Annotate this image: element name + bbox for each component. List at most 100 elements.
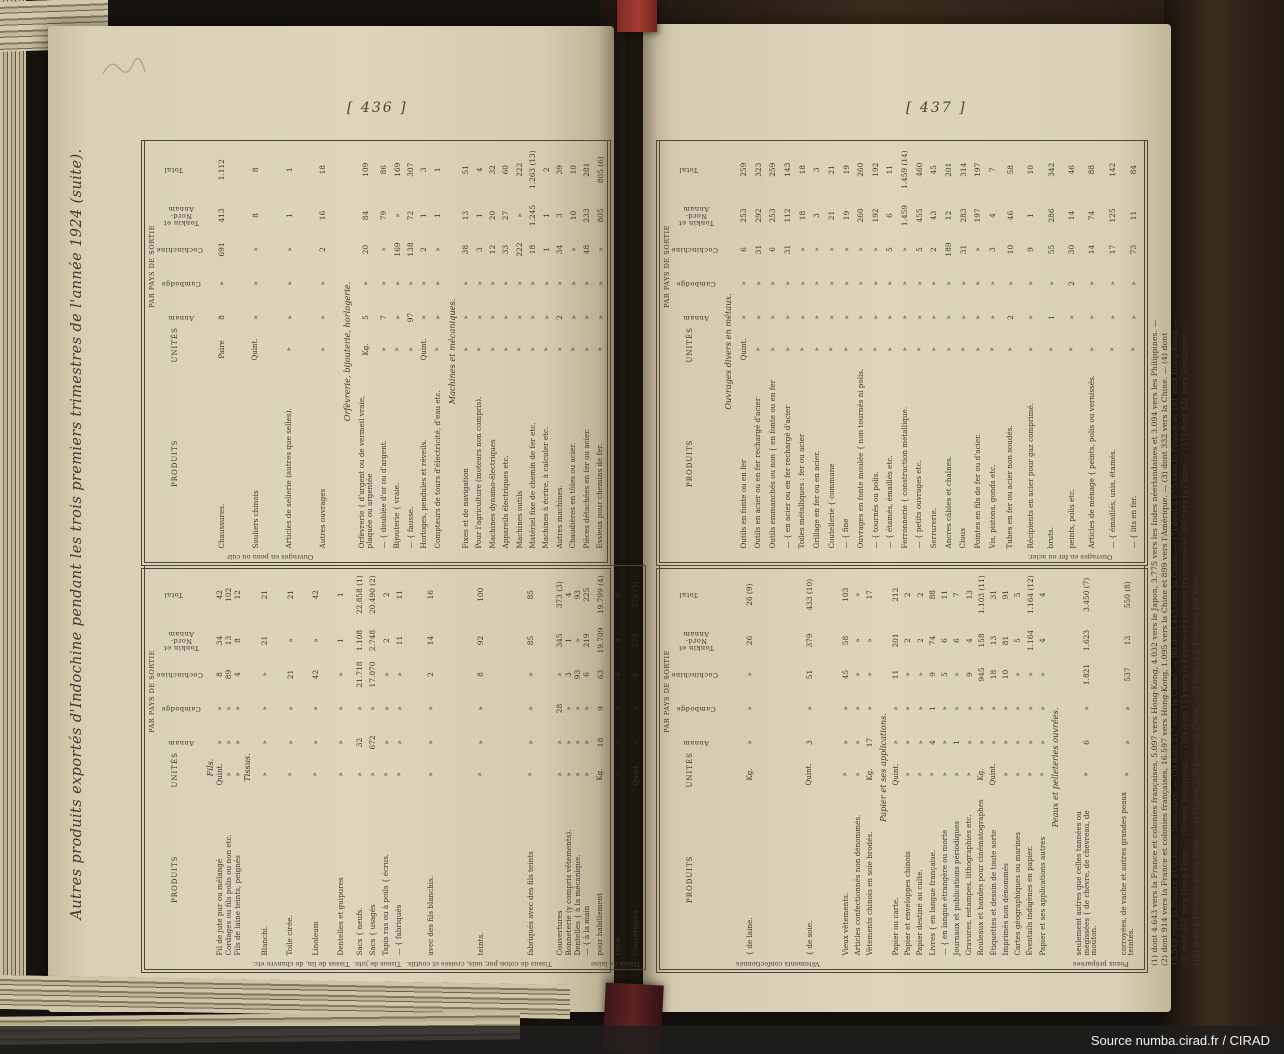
product-cell: Ancres câbles et chaînes. <box>943 456 953 549</box>
value-cell: 18 <box>528 244 538 255</box>
product-cell: Tubes en fer ou acier non soudés. <box>1005 425 1015 549</box>
product-cell: Dentelles { à la mécanique. <box>573 854 583 956</box>
value-cell: » <box>812 315 822 320</box>
value-cell: » <box>929 315 939 320</box>
section-label: Papier et ses applications. <box>877 713 888 822</box>
value-cell: » <box>952 706 962 711</box>
unit-cell: » <box>1026 772 1035 777</box>
page-number-left: [ 436 ] <box>347 100 408 116</box>
table-row: — { petits ouvrages etc. » » » 5 455 460 <box>912 140 927 562</box>
value-cell: 233 <box>582 208 592 223</box>
table-row: peints, polis etc. » » 2 30 14 46 <box>1061 140 1081 562</box>
value-cell: » <box>461 315 471 320</box>
col-tonkin: Tonkin et Nord-Annam <box>678 630 714 652</box>
unit-cell: Quint. <box>805 763 814 786</box>
unit-cell: » <box>944 347 953 352</box>
value-cell: 1 <box>927 706 937 711</box>
value-cell: 39 <box>555 165 565 175</box>
group-label: Tissus de coton pur, unis, croisés et co… <box>405 960 552 968</box>
value-cell: » <box>1013 672 1023 677</box>
value-cell: » <box>841 315 851 320</box>
value-cell: 21 <box>826 165 836 175</box>
table-row: Essieux pour chemins de fer. » » » » 805 805 (… <box>593 140 607 562</box>
unit-cell: » <box>916 772 925 777</box>
group-label <box>809 551 824 563</box>
group-label <box>926 958 938 970</box>
value-cell: 13 <box>224 635 233 646</box>
value-cell: » <box>595 281 605 286</box>
product-cell: Récipients en acier pour gaz comprimé. <box>1025 403 1035 549</box>
table-body: Ouvrages divers en métaux. Outils en font… <box>720 140 1145 562</box>
unit-cell: » <box>260 772 269 777</box>
value-cell: » <box>381 706 391 711</box>
value-cell: 2.748 <box>368 629 378 652</box>
value-cell: » <box>964 706 974 711</box>
col-produits: PRODUITS <box>686 855 694 903</box>
value-cell: » <box>973 247 983 252</box>
table-row: — { fausse. » 97 » 138 72 307 <box>404 140 417 562</box>
product-cell: Papier et enveloppes chinois <box>903 851 913 956</box>
value-cell: 253 <box>739 208 749 223</box>
value-cell: » <box>573 740 583 745</box>
value-cell: » <box>900 281 910 286</box>
value-cell: » <box>555 281 565 286</box>
value-cell: 63 <box>595 669 605 680</box>
product-cell: — { émaillés, unis, étamés. <box>1107 449 1117 549</box>
value-cell: 1.164 (12) <box>1025 575 1035 615</box>
product-cell: Rouleaux et bandes pour cinématographes <box>976 799 986 956</box>
value-cell: 1.245 <box>528 204 538 227</box>
product-cell: Matériel fixe de chemin de fer etc. <box>528 422 538 549</box>
value-cell: 13 <box>964 590 974 600</box>
value-cell: » <box>840 740 850 745</box>
value-cell: » <box>1037 706 1047 711</box>
value-cell: 3 <box>419 167 429 173</box>
col-cochinchine: Cochinchine <box>670 670 718 679</box>
value-cell: 31 <box>783 244 792 255</box>
unit-cell: » <box>596 347 605 352</box>
value-cell: 18 <box>797 165 807 175</box>
value-cell: 6 <box>582 672 592 677</box>
section-row: Tissus. <box>242 565 252 969</box>
value-cell: 10 <box>1026 165 1036 175</box>
col-tonkin: Tonkin et Nord-Annam <box>163 205 199 227</box>
group-label <box>963 958 975 970</box>
export-table: PRODUITS UNITÉS PAR PAYS DE SORTIE Total… <box>144 564 646 970</box>
unit-cell: » <box>783 347 792 352</box>
title-text: Autres produits exportés d'Indochine pen… <box>69 148 85 920</box>
table-row: Orfèvrerie { d'argent ou de vermeil vrai… <box>354 140 377 562</box>
table-row: Ouvrages en peau ou cuir Chaussures. Paire… <box>205 140 313 562</box>
unit-cell: » <box>395 772 404 777</box>
table-row: Chaudières en tôles ou acier. » » » » 10 10 <box>566 140 579 562</box>
col-total: Total <box>164 166 184 175</box>
table-row: Toile cirée. » » » 21 » 21 <box>277 565 302 969</box>
value-cell: » <box>224 740 233 745</box>
value-cell: 9 <box>927 672 937 677</box>
value-cell: 97 <box>406 312 416 323</box>
value-cell: » <box>284 247 294 252</box>
value-cell: » <box>900 247 910 252</box>
product-cell: Vis, pistons, gonds etc. <box>987 464 997 549</box>
value-cell: 8 <box>613 592 623 598</box>
product-cell: Souliers chinois <box>250 490 260 549</box>
product-cell: Pour l'agriculture (moteurs non compris)… <box>474 396 484 549</box>
value-cell: 4 <box>564 592 574 598</box>
group-label <box>902 958 914 970</box>
value-cell: 28 <box>555 703 565 714</box>
value-cell: » <box>856 315 866 320</box>
col-cambodge: Cambodge <box>676 279 716 288</box>
table-row: — { à la main » » » 6 219 225 <box>582 565 591 969</box>
unit-cell: » <box>569 347 578 352</box>
value-cell: » <box>501 281 511 286</box>
table-row: Cartes géographiques ou marines » » » » 5 5 <box>1012 565 1024 969</box>
value-cell: 2 <box>903 638 913 643</box>
value-cell: 4 <box>1037 592 1047 598</box>
unit-cell: » <box>582 347 591 352</box>
value-cell: 85 <box>525 635 535 646</box>
product-cell: peints, polis etc. <box>1066 488 1076 549</box>
value-cell: 7 <box>379 315 389 320</box>
value-cell: » <box>958 281 968 286</box>
value-cell: 8 <box>475 672 485 677</box>
value-cell: » <box>1001 740 1011 745</box>
table-row: Vêtements confectionnés { de laine. Kg. » » »… <box>720 565 820 969</box>
value-cell: » <box>285 740 295 745</box>
